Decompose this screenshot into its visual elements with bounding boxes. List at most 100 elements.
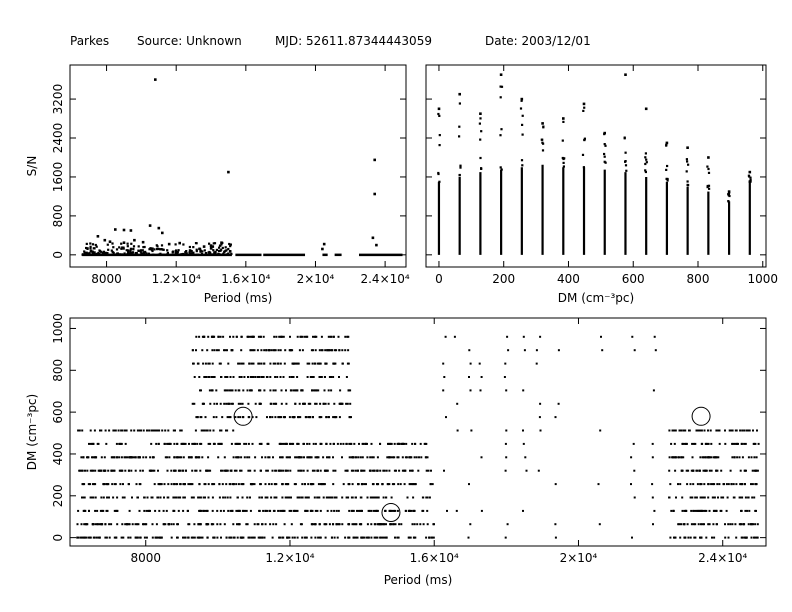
candidate-point <box>720 469 723 472</box>
candidate-point <box>209 251 212 254</box>
candidate-point <box>185 252 188 255</box>
candidate-point <box>160 248 163 251</box>
candidate-point <box>437 107 441 111</box>
candidate-point <box>333 496 336 499</box>
candidate-point <box>323 523 326 526</box>
candidate-point <box>653 335 656 338</box>
candidate-point <box>213 402 216 405</box>
candidate-point <box>253 523 256 526</box>
candidate-point <box>336 536 339 539</box>
candidate-point <box>289 335 291 338</box>
mjd-label: MJD: 52611.87344443059 <box>275 34 432 48</box>
candidate-point <box>111 253 114 256</box>
candidate-point <box>216 253 219 256</box>
candidate-point <box>316 362 319 365</box>
candidate-point <box>134 253 137 256</box>
candidate-point <box>229 483 232 486</box>
candidate-point <box>279 376 282 378</box>
candidate-point <box>190 252 193 255</box>
candidate-point <box>79 536 82 539</box>
candidate-point <box>479 389 482 392</box>
candidate-point <box>666 177 669 181</box>
candidate-point <box>164 429 167 432</box>
candidate-point <box>696 483 699 486</box>
candidate-point <box>97 251 100 255</box>
candidate-point <box>541 141 544 144</box>
candidate-point <box>311 469 314 472</box>
candidate-point <box>376 536 379 539</box>
candidate-point <box>727 536 730 539</box>
candidate-point <box>128 523 131 526</box>
candidate-point <box>200 416 203 419</box>
candidate-point <box>307 483 310 486</box>
candidate-point <box>307 456 310 459</box>
candidate-point <box>99 429 101 432</box>
candidate-point <box>458 173 461 177</box>
candidate-point <box>755 536 758 539</box>
candidate-point <box>739 469 742 472</box>
candidate-point <box>708 187 711 190</box>
candidate-point <box>380 536 383 539</box>
candidate-point <box>76 536 79 539</box>
candidate-point <box>178 241 181 245</box>
candidate-point <box>356 509 358 512</box>
candidate-point <box>505 389 508 392</box>
candidate-point <box>334 416 337 419</box>
snr-period-frame <box>69 64 407 268</box>
candidate-point <box>207 496 210 499</box>
dm-period-frame <box>69 317 767 547</box>
candidate-point <box>86 469 89 472</box>
candidate-point <box>209 402 212 405</box>
candidate-point <box>390 442 393 445</box>
candidate-point <box>245 523 248 526</box>
candidate-point <box>747 456 750 459</box>
candidate-point <box>747 496 750 499</box>
candidate-point <box>258 362 261 365</box>
candidate-point <box>207 362 210 365</box>
candidate-point <box>344 349 347 352</box>
candidate-point <box>300 469 303 472</box>
candidate-point <box>187 536 190 539</box>
candidate-point <box>755 483 758 486</box>
candidate-point <box>132 456 135 459</box>
candidate-point <box>747 429 750 432</box>
candidate-point <box>300 335 303 338</box>
candidate-point <box>376 509 379 512</box>
candidate-point <box>352 456 355 459</box>
candidate-point <box>222 335 225 338</box>
candidate-point <box>361 509 363 512</box>
candidate-point <box>504 469 507 472</box>
candidate-point <box>134 456 137 459</box>
candidate-point <box>257 523 260 526</box>
candidate-point <box>290 376 293 378</box>
candidate-point <box>196 416 199 419</box>
candidate-point <box>208 253 211 256</box>
candidate-point <box>227 170 230 174</box>
candidate-point <box>238 523 241 526</box>
candidate-point <box>220 243 223 246</box>
candidate-point <box>324 376 326 378</box>
candidate-point <box>240 469 243 472</box>
candidate-point <box>331 496 334 499</box>
candidate-point <box>150 442 153 445</box>
candidate-point <box>320 416 323 419</box>
candidate-point <box>726 496 729 499</box>
candidate-point <box>712 523 715 526</box>
candidate-point <box>694 442 697 445</box>
candidate-point <box>706 442 709 445</box>
candidate-point <box>692 483 695 486</box>
candidate-point <box>668 456 671 459</box>
candidate-point <box>361 469 364 472</box>
candidate-point <box>303 456 305 459</box>
candidate-point <box>291 416 294 419</box>
candidate-point <box>226 349 228 352</box>
candidate-point <box>698 469 701 472</box>
candidate-point <box>232 456 235 459</box>
candidate-point <box>77 509 80 512</box>
candidate-point <box>296 389 299 392</box>
candidate-point <box>205 523 208 526</box>
candidate-point <box>170 469 173 472</box>
candidate-point <box>718 442 721 445</box>
candidate-point <box>314 349 317 352</box>
candidate-point <box>417 469 420 472</box>
